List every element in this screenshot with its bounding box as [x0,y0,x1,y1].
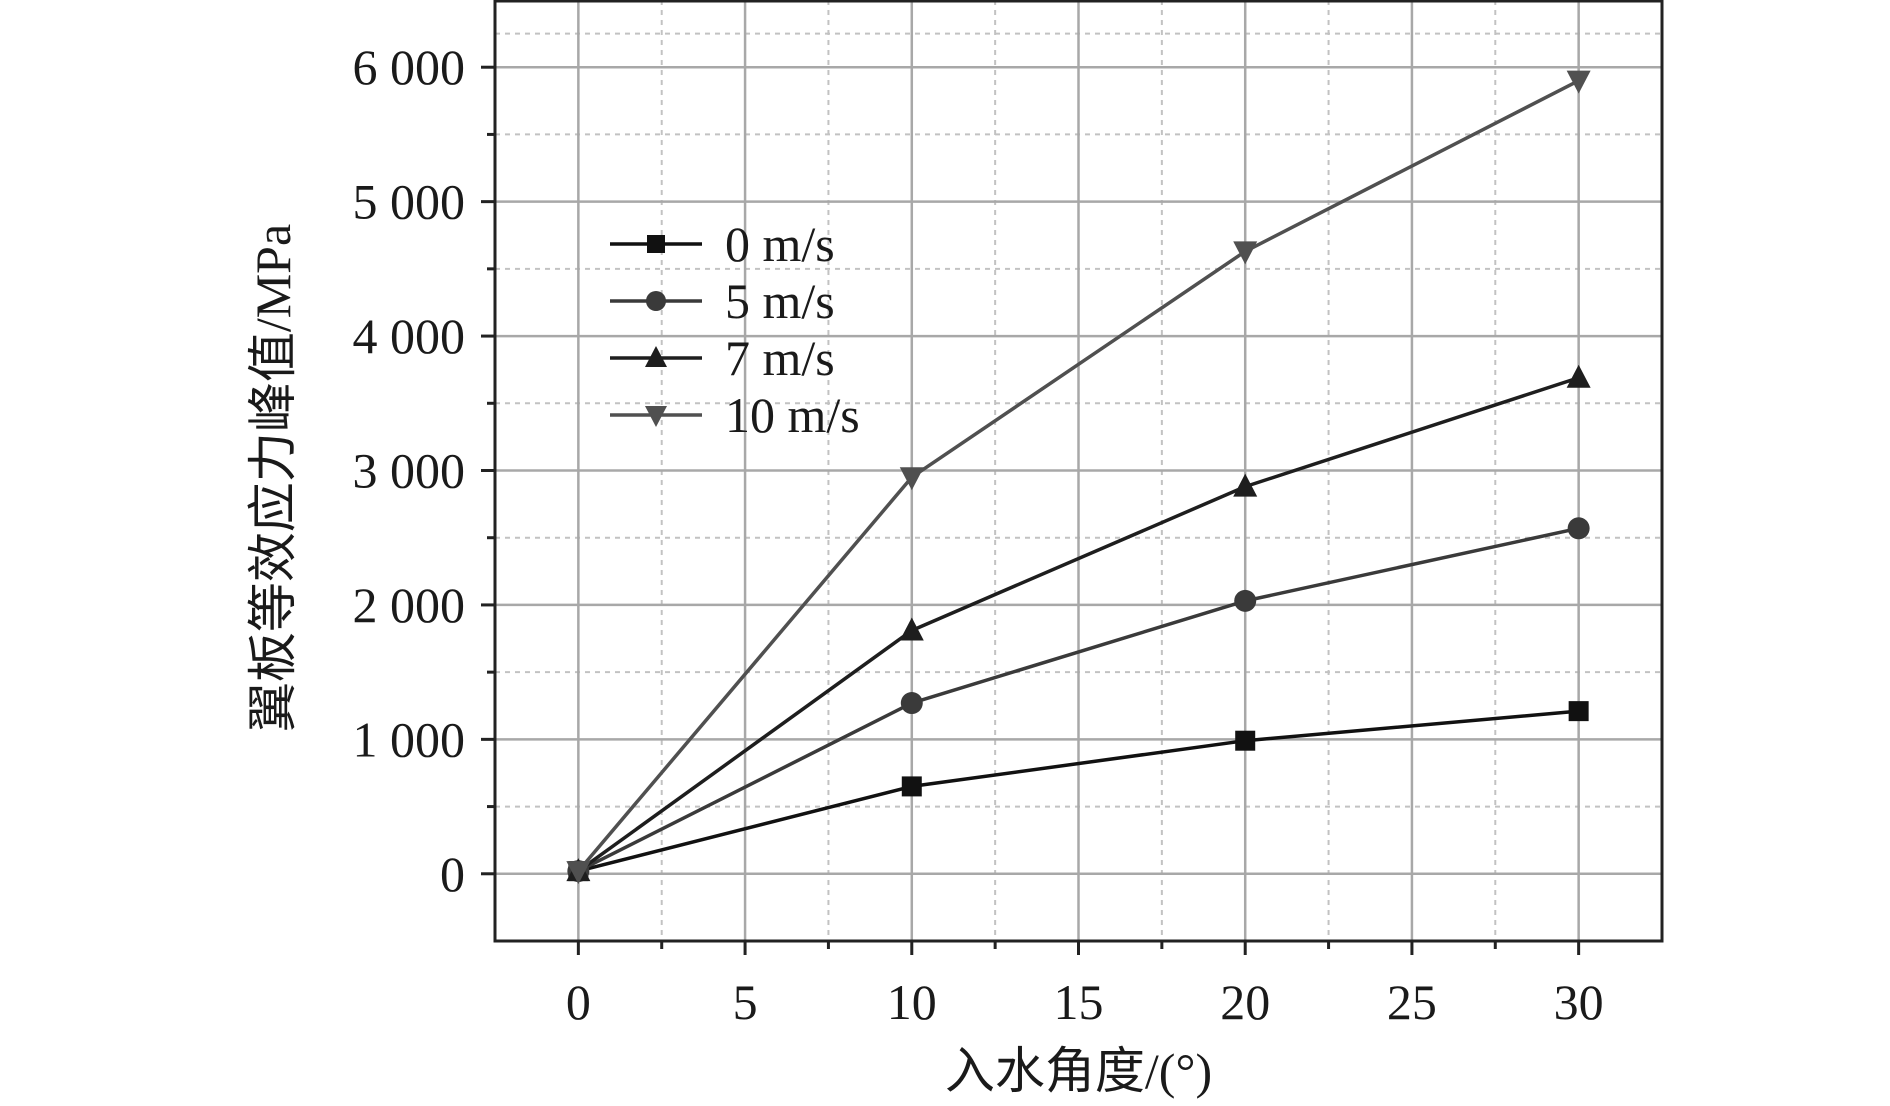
axis-ticks: 0 5 10 15 20 25 30 0 1 000 2 000 3 000 4 000 5 000 6 … [353,39,1604,1030]
data-point [1566,364,1591,388]
x-tick-label: 10 [887,974,937,1030]
data-point [901,776,922,797]
series-2 [566,364,1591,882]
series-3 [566,70,1591,885]
x-axis-title: 入水角度/(°) [945,1043,1212,1099]
y-tick-label: 6 000 [353,39,466,95]
series [566,70,1591,885]
legend-label: 5 m/s [725,273,835,329]
x-tick-label: 15 [1054,974,1104,1030]
axis-titles: 入水角度/(°) 翼板等效应力峰值/MPa [245,224,1212,1099]
data-point [1566,70,1591,94]
data-point [899,617,924,641]
series-line [577,709,1579,873]
legend-item-2: 7 m/s [610,330,835,386]
y-tick-label: 5 000 [353,174,466,230]
legend: 0 m/s5 m/s7 m/s10 m/s [610,216,860,443]
grid [495,0,1662,941]
legend-item-0: 0 m/s [610,216,835,272]
y-tick-label: 4 000 [353,308,466,364]
data-point [1568,701,1589,722]
legend-item-1: 5 m/s [610,273,835,329]
legend-marker [645,346,667,367]
y-axis-title: 翼板等效应力峰值/MPa [245,224,301,732]
series-line [577,526,1580,873]
data-point [1233,473,1258,497]
x-tick-label: 0 [566,974,591,1030]
data-point [1235,730,1256,751]
series-line [577,79,1580,873]
data-point [1234,589,1257,612]
x-tick-label: 20 [1220,974,1270,1030]
legend-marker [645,406,667,427]
data-point [566,861,591,885]
legend-label: 10 m/s [725,387,860,443]
y-tick-label: 0 [440,846,465,902]
y-tick-label: 3 000 [353,443,466,499]
legend-label: 7 m/s [725,330,835,386]
series-1 [567,517,1590,883]
data-point [1233,241,1258,265]
x-tick-label: 5 [733,974,758,1030]
data-point [900,692,923,715]
data-point [1567,517,1590,540]
y-tick-label: 1 000 [353,711,466,767]
data-point [899,467,924,491]
legend-label: 0 m/s [725,216,835,272]
x-tick-label: 25 [1387,974,1437,1030]
x-tick-label: 30 [1554,974,1604,1030]
legend-marker [647,235,665,253]
legend-marker [646,291,666,311]
y-tick-label: 2 000 [353,577,466,633]
series-line [577,376,1580,873]
legend-item-3: 10 m/s [610,387,860,443]
